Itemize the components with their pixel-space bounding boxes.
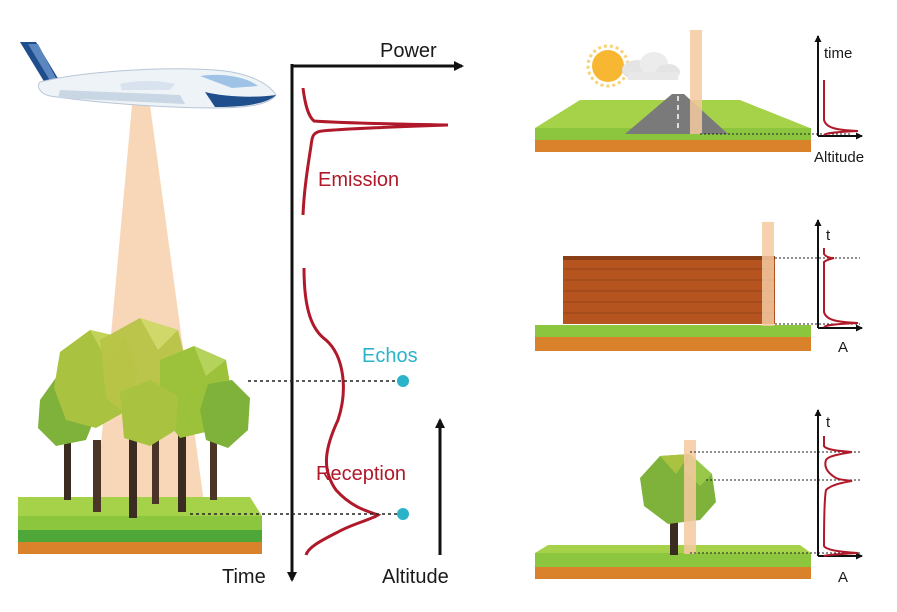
airplane-icon <box>20 42 277 109</box>
cloud-icon <box>622 52 680 80</box>
wall-a-label: A <box>838 339 848 356</box>
ground-block-left <box>18 497 262 554</box>
road-altitude-label: Altitude <box>814 149 864 166</box>
reception-label: Reception <box>316 463 406 485</box>
echo-marker-canopy <box>397 375 409 387</box>
wall-graph: t A <box>814 219 863 356</box>
tree-icon <box>640 454 716 555</box>
road-return-waveform <box>823 80 859 136</box>
emission-waveform <box>301 87 449 216</box>
emission-label: Emission <box>318 169 399 191</box>
reception-waveform <box>302 267 382 556</box>
road <box>625 94 728 134</box>
laser-beam-tree <box>684 440 696 554</box>
wall-return-waveform <box>823 248 859 328</box>
sun-icon <box>586 44 630 88</box>
echos-label: Echos <box>362 345 418 367</box>
trees-icon <box>38 318 250 518</box>
laser-beam-road <box>690 30 702 134</box>
tree-scene <box>535 440 860 579</box>
wall-t-label: t <box>826 227 831 244</box>
altitude-label: Altitude <box>382 566 449 588</box>
laser-beam <box>95 105 205 510</box>
time-label: Time <box>222 566 266 588</box>
echo-marker-ground <box>397 508 409 520</box>
tree-graph: t A <box>814 409 863 586</box>
tree-a-label: A <box>838 569 848 586</box>
laser-beam-wall <box>762 222 774 326</box>
tree-t-label: t <box>826 414 831 431</box>
tree-return-waveform <box>822 436 859 557</box>
road-time-label: time <box>824 45 852 62</box>
wall-icon <box>563 256 775 324</box>
road-graph: time Altitude <box>814 35 864 166</box>
wall-scene <box>535 222 860 351</box>
power-label: Power <box>380 40 437 62</box>
road-scene <box>535 30 850 152</box>
